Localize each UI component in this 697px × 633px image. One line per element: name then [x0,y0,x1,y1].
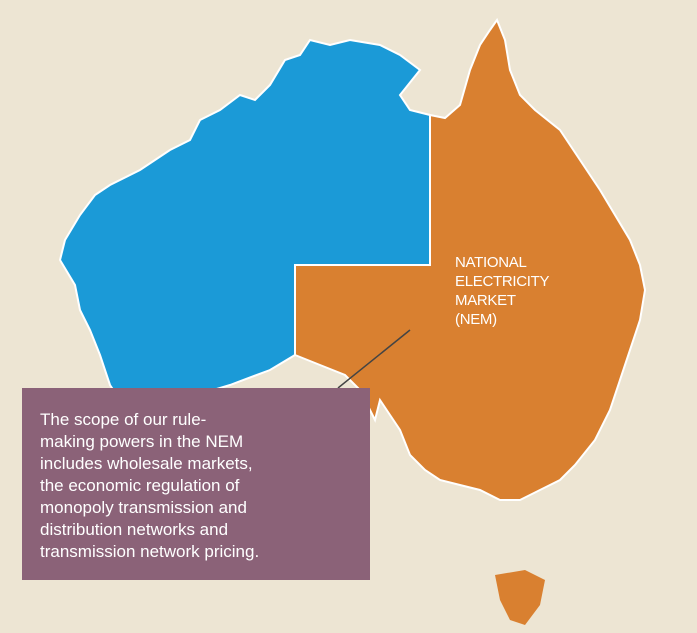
callout-text: monopoly transmission and [40,498,247,517]
region-label: NATIONAL [455,254,527,271]
callout-text: making powers in the NEM [40,432,243,451]
callout-box [22,388,370,580]
callout-text: transmission network pricing. [40,542,259,561]
callout-text: distribution networks and [40,520,228,539]
region-label: ELECTRICITY [455,273,550,290]
labels: NATIONAL ELECTRICITY MARKET (NEM) The scope … [40,254,550,561]
callout-text: the economic regulation of [40,476,240,495]
region-label: (NEM) [455,311,497,328]
callout-text: The scope of our rule- [40,410,206,429]
nem-region [294,17,647,501]
region-label: MARKET [455,292,516,309]
tasmania [495,570,545,625]
leader-line [337,329,411,389]
callout-text: includes wholesale markets, [40,454,253,473]
